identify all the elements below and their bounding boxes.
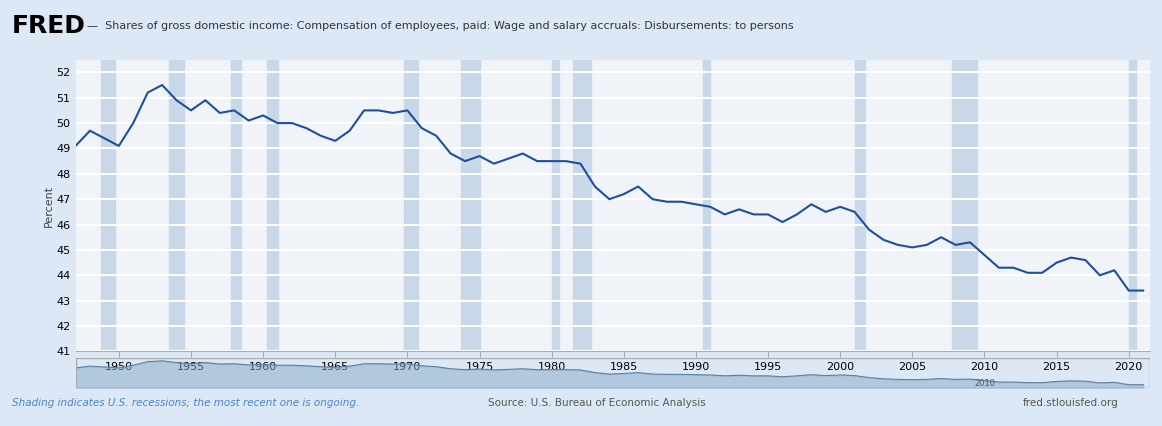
Text: —  Shares of gross domestic income: Compensation of employees, paid: Wage and sa: — Shares of gross domestic income: Compe… (87, 20, 794, 31)
Text: fred.stlouisfed.org: fred.stlouisfed.org (1023, 398, 1118, 408)
Bar (230, 60, 242, 351)
Text: FRED: FRED (12, 14, 86, 37)
Text: Source: U.S. Bureau of Economic Analysis: Source: U.S. Bureau of Economic Analysis (488, 398, 705, 408)
Y-axis label: Percent: Percent (44, 184, 53, 227)
Bar (403, 60, 418, 351)
Bar (854, 60, 866, 351)
Bar (267, 60, 278, 351)
Text: 2010: 2010 (974, 379, 995, 388)
Bar (703, 60, 710, 351)
Bar (952, 60, 977, 351)
Bar (552, 60, 559, 351)
Bar (101, 60, 115, 351)
Text: Shading indicates U.S. recessions; the most recent one is ongoing.: Shading indicates U.S. recessions; the m… (12, 398, 359, 408)
Bar (573, 60, 591, 351)
Bar (1128, 60, 1136, 351)
Bar (170, 60, 184, 351)
Bar (461, 60, 480, 351)
